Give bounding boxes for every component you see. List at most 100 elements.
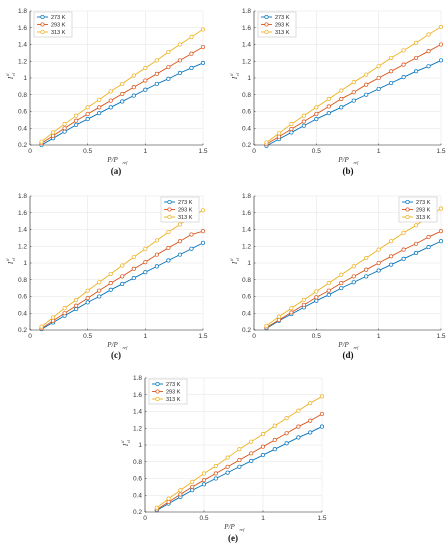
data-point xyxy=(401,256,406,261)
data-point xyxy=(97,280,102,285)
data-point xyxy=(364,92,369,97)
data-point xyxy=(51,315,56,320)
data-point xyxy=(426,234,431,240)
legend-entry: 293 K xyxy=(166,390,181,396)
y-tick-label: 1.6 xyxy=(242,25,251,32)
data-point xyxy=(326,104,331,109)
data-point xyxy=(351,90,356,95)
y-tick-label: 0.8 xyxy=(18,92,27,99)
chart-panel: 0 0.5 1 1.5 0.2 0.4 0.6 0.8 1 1.2 1.4 1.6 1.8 P/P ref I… xyxy=(5,193,208,360)
data-point xyxy=(326,96,331,101)
data-point xyxy=(74,113,79,118)
legend-entry: 313 K xyxy=(178,215,193,221)
data-point xyxy=(260,444,266,449)
y-tick-label: 0.2 xyxy=(242,327,251,334)
data-point xyxy=(284,431,289,436)
data-point xyxy=(301,119,306,124)
data-point xyxy=(190,488,195,493)
legend-entry: 313 K xyxy=(416,215,431,221)
y-axis-label-subscript: cl xyxy=(235,72,240,76)
x-tick-label: 1 xyxy=(377,333,381,340)
legend-swatch-marker xyxy=(264,14,269,20)
y-axis-label-subscript: cl xyxy=(235,257,240,261)
data-point xyxy=(339,281,344,286)
data-point xyxy=(62,126,67,131)
y-axis-label-superscript: tl xyxy=(5,73,10,76)
data-point xyxy=(85,300,90,305)
data-point xyxy=(314,295,319,300)
y-tick-label: 1.2 xyxy=(18,58,27,65)
data-point xyxy=(85,296,90,301)
data-point xyxy=(201,471,207,476)
y-tick-label: 1.4 xyxy=(18,227,27,234)
data-point xyxy=(389,80,394,86)
data-point xyxy=(339,88,344,93)
y-tick-label: 0.6 xyxy=(242,109,251,116)
y-tick-label: 0.6 xyxy=(242,294,251,301)
data-point xyxy=(131,276,136,281)
data-point xyxy=(108,105,113,110)
legend-entry: 293 K xyxy=(178,208,193,214)
x-axis-label: P/P xyxy=(106,341,118,349)
data-point xyxy=(301,302,306,307)
data-point xyxy=(74,122,79,127)
data-point xyxy=(143,65,148,71)
legend-swatch-marker xyxy=(264,29,269,35)
x-tick-label: 1.5 xyxy=(198,148,207,155)
data-point xyxy=(438,42,444,47)
data-point xyxy=(177,252,182,257)
panel-caption: (b) xyxy=(343,166,354,176)
y-tick-label: 1 xyxy=(23,260,27,267)
data-point xyxy=(376,64,381,69)
legend-entry: 313 K xyxy=(275,30,290,36)
y-tick-label: 0.4 xyxy=(18,125,27,132)
x-tick-label: 1 xyxy=(261,515,265,522)
data-point xyxy=(308,418,313,423)
y-tick-label: 1.2 xyxy=(133,425,142,432)
y-tick-label: 0.4 xyxy=(18,310,27,317)
data-point xyxy=(62,129,67,134)
y-axis-label-subscript: cl xyxy=(126,439,131,443)
y-axis-label-superscript: tl xyxy=(5,258,10,261)
data-point xyxy=(264,323,269,328)
legend-swatch-marker xyxy=(40,14,45,20)
data-point xyxy=(120,91,125,96)
data-point xyxy=(154,238,159,243)
y-tick-label: 0.8 xyxy=(242,92,251,99)
data-point xyxy=(51,318,56,323)
y-axis-label-superscript: tl xyxy=(120,440,125,443)
data-point xyxy=(272,437,277,443)
data-point xyxy=(154,505,159,510)
data-point xyxy=(108,271,113,276)
x-tick-label: 0.5 xyxy=(199,515,208,522)
data-point xyxy=(85,105,90,110)
data-point xyxy=(62,122,67,127)
legend-entry: 273 K xyxy=(178,200,193,206)
chart-panel: 0 0.5 1 1.5 0.2 0.4 0.6 0.8 1 1.2 1.4 1.6 1.8 P/P ref I… xyxy=(229,193,446,360)
data-point xyxy=(351,80,356,85)
data-point xyxy=(284,441,289,446)
data-point xyxy=(154,252,159,257)
legend-swatch-marker xyxy=(405,207,410,212)
y-tick-label: 0.6 xyxy=(18,294,27,301)
data-point xyxy=(177,42,182,47)
data-point xyxy=(276,317,281,323)
x-tick-label: 0.5 xyxy=(312,148,321,155)
data-point xyxy=(351,280,356,285)
data-point xyxy=(200,60,206,65)
data-point xyxy=(200,44,206,50)
data-point xyxy=(85,288,90,293)
data-point xyxy=(62,311,67,316)
legend-entry: 313 K xyxy=(51,30,66,36)
data-point xyxy=(389,262,394,267)
data-point xyxy=(74,297,79,302)
data-point xyxy=(319,394,325,399)
data-point xyxy=(314,105,319,110)
data-point xyxy=(108,89,113,94)
y-tick-label: 1.4 xyxy=(133,409,142,416)
data-point xyxy=(401,230,406,235)
legend-swatch-marker xyxy=(155,389,160,394)
data-point xyxy=(177,222,182,227)
y-axis-label-superscript: tl xyxy=(229,73,234,76)
